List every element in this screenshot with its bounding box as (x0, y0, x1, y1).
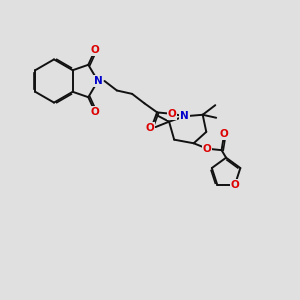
Text: N: N (180, 111, 189, 121)
Text: O: O (220, 129, 228, 139)
Text: O: O (146, 123, 154, 133)
Text: O: O (91, 45, 99, 56)
Text: O: O (203, 144, 212, 154)
Text: N: N (94, 76, 102, 86)
Text: O: O (91, 106, 99, 117)
Text: O: O (230, 180, 239, 190)
Text: O: O (168, 109, 176, 119)
